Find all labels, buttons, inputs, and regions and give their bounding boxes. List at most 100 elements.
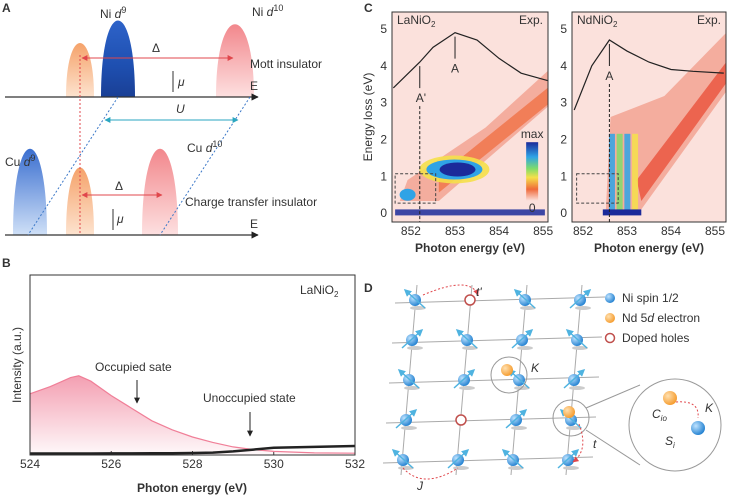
dashed-box [394, 173, 437, 204]
spin-arrow [511, 328, 534, 349]
sample-label: NdNiO2 [577, 13, 618, 29]
spin-shadow [511, 426, 527, 430]
heatmap-streak [624, 133, 631, 212]
legend-swatch [604, 332, 616, 344]
spin-shadow [459, 386, 475, 390]
c-io-label-part: io [661, 414, 668, 423]
exp-label: Exp. [519, 13, 543, 27]
spin-arrow [403, 288, 426, 309]
y-tick-label: 5 [560, 22, 567, 36]
colorbar-label: 0 [529, 201, 536, 215]
panel-label: A [2, 1, 11, 15]
spin-arrow [501, 448, 524, 469]
peak-annotation: A [605, 69, 613, 83]
mu-label: μ [177, 75, 185, 89]
peak-label: Ni d10 [252, 3, 283, 19]
heatmap-blob [399, 188, 416, 201]
sample-label-part: 2 [431, 20, 436, 29]
mu-label: μ [116, 212, 124, 226]
legend-swatch [605, 293, 615, 303]
zoom-line [585, 429, 641, 466]
lattice-line [385, 416, 597, 424]
doped-hole [455, 414, 467, 426]
y-tick-label: 3 [380, 96, 387, 110]
y-tick-label: 0 [560, 206, 567, 220]
heatmap-streak [632, 133, 639, 212]
spin-arrow [447, 448, 470, 469]
spin-arrow [453, 368, 476, 389]
x-tick-label: 530 [264, 457, 284, 471]
annotation: Unoccupied state [203, 391, 296, 405]
sample-label-part: LaNiO [300, 283, 334, 297]
lattice-line [388, 376, 600, 384]
zoom-line [585, 384, 641, 409]
nd-electron [501, 364, 513, 376]
x-tick-label: 854 [661, 224, 681, 238]
spin-shadow [508, 466, 524, 470]
y-tick-label: 1 [380, 169, 387, 183]
sample-label: LaNiO2 [397, 13, 436, 29]
colorbar [526, 142, 539, 201]
peak-label-part: d [267, 5, 274, 19]
heatmap-band-core [636, 62, 726, 202]
peak-label-part: Ni [252, 5, 267, 19]
pink-area [30, 375, 355, 455]
delta-label: Δ [152, 41, 160, 55]
heatmap-streak [608, 133, 615, 212]
spin-shadow [398, 466, 414, 470]
spin-arrow [401, 328, 424, 349]
y-tick-label: 5 [380, 22, 387, 36]
x-tick-label: 526 [101, 457, 121, 471]
peak-label-part: Cu [5, 155, 24, 169]
legend-swatch [605, 313, 615, 323]
heatmap-elastic [395, 209, 545, 216]
peak-label-part: 9 [30, 153, 35, 163]
spin-arrow [557, 448, 580, 469]
coupling-arc [675, 401, 699, 419]
highlight-ring [552, 399, 590, 437]
spin-shadow [453, 466, 469, 470]
y-tick-label: 1 [560, 169, 567, 183]
y-tick-label: 2 [560, 132, 567, 146]
highlight-ring [490, 356, 528, 394]
u-label: U [176, 102, 185, 116]
legend-entry: Nd 5d electron [622, 311, 700, 325]
spin-arrow [397, 368, 420, 389]
spin-shadow [517, 346, 533, 350]
peak-annotation: A [451, 62, 459, 76]
x-tick-label: 528 [182, 457, 202, 471]
sample-label: LaNiO2 [300, 283, 339, 299]
dashed-box [576, 173, 619, 204]
s-i-label-part: S [665, 434, 673, 448]
spin-shadow [575, 306, 591, 310]
peak-label-part: d [206, 141, 213, 155]
heatmap-streak [616, 133, 623, 212]
data-line [392, 31, 548, 89]
spin-shadow [569, 386, 585, 390]
peak-annotation: A' [416, 91, 426, 105]
spin-arrow [565, 328, 588, 349]
data-line [30, 444, 356, 455]
x-axis-label: Photon energy (eV) [137, 481, 247, 495]
x-tick-label: 532 [345, 457, 365, 471]
s-i-label-part: i [673, 441, 675, 450]
spin-arrow [505, 408, 528, 429]
dotted-guide [159, 96, 251, 236]
exp-label: Exp. [697, 13, 721, 27]
panel-label: B [2, 256, 11, 270]
sample-label-part: LaNiO [397, 13, 431, 27]
band-peak [13, 148, 47, 235]
exchange-label: J [416, 479, 424, 493]
s-i-label: Si [665, 434, 675, 450]
nd-electron [663, 391, 677, 405]
data-line [29, 375, 356, 454]
spin-arrow [513, 288, 536, 309]
spin-shadow [462, 346, 478, 350]
legend-entry-part: Nd 5 [622, 311, 648, 325]
hop-arc [422, 284, 479, 296]
lattice-line [382, 456, 594, 464]
spin-shadow [566, 426, 582, 430]
legend-entry: Doped holes [622, 331, 689, 345]
x-tick-label: 853 [445, 224, 465, 238]
